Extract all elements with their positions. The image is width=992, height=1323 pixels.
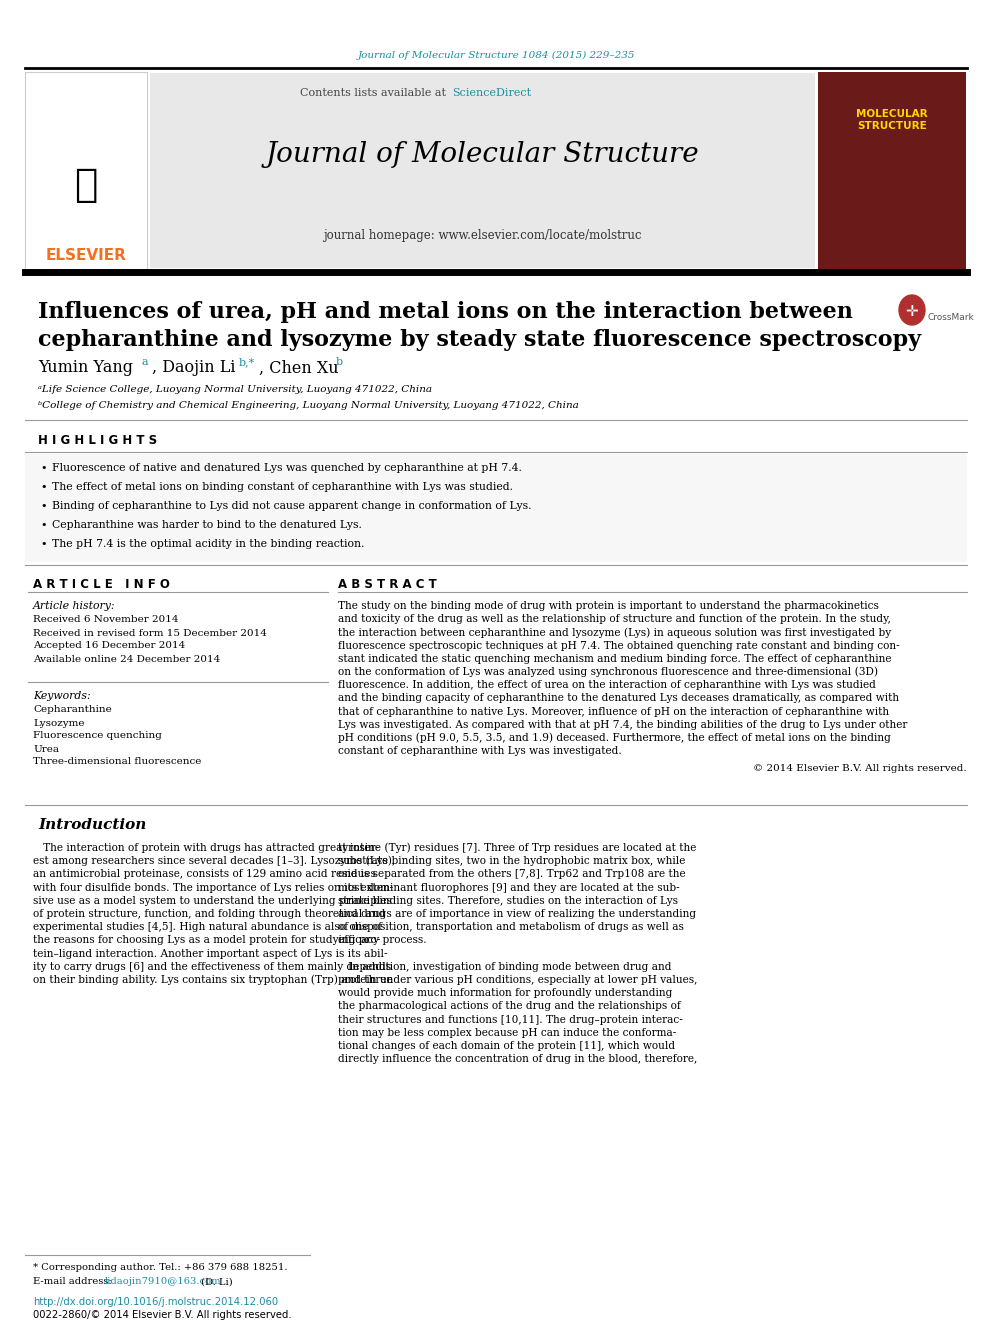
Text: Yumin Yang: Yumin Yang <box>38 360 133 377</box>
Text: most dominant fluorophores [9] and they are located at the sub-: most dominant fluorophores [9] and they … <box>338 882 680 893</box>
Text: CrossMark: CrossMark <box>927 314 974 323</box>
Text: © 2014 Elsevier B.V. All rights reserved.: © 2014 Elsevier B.V. All rights reserved… <box>753 763 967 773</box>
Text: efficacy process.: efficacy process. <box>338 935 427 946</box>
Text: Journal of Molecular Structure 1084 (2015) 229–235: Journal of Molecular Structure 1084 (201… <box>357 50 635 60</box>
Text: •: • <box>40 482 47 492</box>
Text: on their binding ability. Lys contains six tryptophan (Trp) and three: on their binding ability. Lys contains s… <box>33 975 393 986</box>
Text: the pharmacological actions of the drug and the relationships of: the pharmacological actions of the drug … <box>338 1002 681 1011</box>
Text: E-mail address:: E-mail address: <box>33 1278 115 1286</box>
Text: Accepted 16 December 2014: Accepted 16 December 2014 <box>33 642 186 651</box>
Text: Article history:: Article history: <box>33 601 115 611</box>
Text: on the conformation of Lys was analyzed using synchronous fluorescence and three: on the conformation of Lys was analyzed … <box>338 667 878 677</box>
Text: A R T I C L E   I N F O: A R T I C L E I N F O <box>33 578 170 590</box>
Text: MOLECULAR
STRUCTURE: MOLECULAR STRUCTURE <box>856 108 928 131</box>
Text: lidaojin7910@163.com: lidaojin7910@163.com <box>105 1278 221 1286</box>
Text: and the binding capacity of cepharanthine to the denatured Lys deceases dramatic: and the binding capacity of cepharanthin… <box>338 693 899 704</box>
Text: that of cepharanthine to native Lys. Moreover, influence of pH on the interactio: that of cepharanthine to native Lys. Mor… <box>338 706 889 717</box>
Text: stant indicated the static quenching mechanism and medium binding force. The eff: stant indicated the static quenching mec… <box>338 654 892 664</box>
Text: cepharanthine and lysozyme by steady state fluorescence spectroscopy: cepharanthine and lysozyme by steady sta… <box>38 329 922 351</box>
FancyBboxPatch shape <box>25 454 967 562</box>
Text: H I G H L I G H T S: H I G H L I G H T S <box>38 434 157 446</box>
Text: tional changes of each domain of the protein [11], which would: tional changes of each domain of the pro… <box>338 1041 676 1050</box>
Text: •: • <box>40 463 47 474</box>
Text: * Corresponding author. Tel.: +86 379 688 18251.: * Corresponding author. Tel.: +86 379 68… <box>33 1263 288 1273</box>
Text: Journal of Molecular Structure: Journal of Molecular Structure <box>265 142 698 168</box>
Text: journal homepage: www.elsevier.com/locate/molstruc: journal homepage: www.elsevier.com/locat… <box>322 229 641 242</box>
Text: tyrosine (Tyr) residues [7]. Three of Trp residues are located at the: tyrosine (Tyr) residues [7]. Three of Tr… <box>338 843 696 853</box>
Text: The effect of metal ions on binding constant of cepharanthine with Lys was studi: The effect of metal ions on binding cons… <box>52 482 513 492</box>
Text: •: • <box>40 538 47 549</box>
Text: pH conditions (pH 9.0, 5.5, 3.5, and 1.9) deceased. Furthermore, the effect of m: pH conditions (pH 9.0, 5.5, 3.5, and 1.9… <box>338 733 891 744</box>
Text: an antimicrobial proteinase, consists of 129 amino acid residues: an antimicrobial proteinase, consists of… <box>33 869 376 880</box>
Text: est among researchers since several decades [1–3]. Lysozyme (Lys),: est among researchers since several deca… <box>33 856 395 867</box>
Text: ᵇCollege of Chemistry and Chemical Engineering, Luoyang Normal University, Luoya: ᵇCollege of Chemistry and Chemical Engin… <box>38 401 578 410</box>
Text: Cepharanthine was harder to bind to the denatured Lys.: Cepharanthine was harder to bind to the … <box>52 520 362 531</box>
Text: experimental studies [4,5]. High natural abundance is also one of: experimental studies [4,5]. High natural… <box>33 922 382 933</box>
Text: http://dx.doi.org/10.1016/j.molstruc.2014.12.060: http://dx.doi.org/10.1016/j.molstruc.201… <box>33 1297 278 1307</box>
Text: Received in revised form 15 December 2014: Received in revised form 15 December 201… <box>33 628 267 638</box>
Text: a: a <box>141 357 148 366</box>
Text: of disposition, transportation and metabolism of drugs as well as: of disposition, transportation and metab… <box>338 922 683 933</box>
Text: sive use as a model system to understand the underlying principles: sive use as a model system to understand… <box>33 896 392 906</box>
Text: with four disulfide bonds. The importance of Lys relies on its exten-: with four disulfide bonds. The importanc… <box>33 882 393 893</box>
Text: Introduction: Introduction <box>38 818 147 832</box>
Text: Keywords:: Keywords: <box>33 691 90 701</box>
Text: Lys was investigated. As compared with that at pH 7.4, the binding abilities of : Lys was investigated. As compared with t… <box>338 720 908 730</box>
FancyBboxPatch shape <box>25 71 147 270</box>
Text: would provide much information for profoundly understanding: would provide much information for profo… <box>338 988 673 998</box>
Text: substrate binding sites, two in the hydrophobic matrix box, while: substrate binding sites, two in the hydr… <box>338 856 685 867</box>
Ellipse shape <box>899 295 925 325</box>
Text: b,*: b,* <box>239 357 255 366</box>
Text: and toxicity of the drug as well as the relationship of structure and function o: and toxicity of the drug as well as the … <box>338 614 891 624</box>
Text: Binding of cepharanthine to Lys did not cause apparent change in conformation of: Binding of cepharanthine to Lys did not … <box>52 501 532 511</box>
Text: Three-dimensional fluorescence: Three-dimensional fluorescence <box>33 758 201 766</box>
Text: The study on the binding mode of drug with protein is important to understand th: The study on the binding mode of drug wi… <box>338 601 879 611</box>
FancyBboxPatch shape <box>818 71 966 270</box>
Text: Lysozyme: Lysozyme <box>33 718 84 728</box>
Text: , Daojin Li: , Daojin Li <box>152 360 235 377</box>
Text: ScienceDirect: ScienceDirect <box>452 89 531 98</box>
Text: The pH 7.4 is the optimal acidity in the binding reaction.: The pH 7.4 is the optimal acidity in the… <box>52 538 364 549</box>
Text: the interaction between cepharanthine and lysozyme (Lys) in aqueous solution was: the interaction between cepharanthine an… <box>338 627 891 638</box>
Text: constant of cepharanthine with Lys was investigated.: constant of cepharanthine with Lys was i… <box>338 746 622 757</box>
Text: the reasons for choosing Lys as a model protein for studying pro-: the reasons for choosing Lys as a model … <box>33 935 380 946</box>
Text: The interaction of protein with drugs has attracted great inter-: The interaction of protein with drugs ha… <box>33 843 379 853</box>
Text: tein–ligand interaction. Another important aspect of Lys is its abil-: tein–ligand interaction. Another importa… <box>33 949 388 959</box>
Text: fluorescence spectroscopic techniques at pH 7.4. The obtained quenching rate con: fluorescence spectroscopic techniques at… <box>338 640 900 651</box>
Text: •: • <box>40 501 47 511</box>
Text: •: • <box>40 520 47 531</box>
Text: Fluorescence of native and denatured Lys was quenched by cepharanthine at pH 7.4: Fluorescence of native and denatured Lys… <box>52 463 522 474</box>
Text: Available online 24 December 2014: Available online 24 December 2014 <box>33 655 220 664</box>
Text: Received 6 November 2014: Received 6 November 2014 <box>33 615 179 624</box>
Text: directly influence the concentration of drug in the blood, therefore,: directly influence the concentration of … <box>338 1054 697 1064</box>
FancyBboxPatch shape <box>150 73 815 269</box>
Text: and drugs are of importance in view of realizing the understanding: and drugs are of importance in view of r… <box>338 909 696 919</box>
Text: one is separated from the others [7,8]. Trp62 and Trp108 are the: one is separated from the others [7,8]. … <box>338 869 685 880</box>
Text: strate binding sites. Therefore, studies on the interaction of Lys: strate binding sites. Therefore, studies… <box>338 896 678 906</box>
Text: , Chen Xu: , Chen Xu <box>259 360 338 377</box>
Text: ity to carry drugs [6] and the effectiveness of them mainly depends: ity to carry drugs [6] and the effective… <box>33 962 391 972</box>
Text: Cepharanthine: Cepharanthine <box>33 705 112 714</box>
Text: In addition, investigation of binding mode between drug and: In addition, investigation of binding mo… <box>338 962 672 972</box>
Text: of protein structure, function, and folding through theoretical and: of protein structure, function, and fold… <box>33 909 385 919</box>
Text: fluorescence. In addition, the effect of urea on the interaction of cepharanthin: fluorescence. In addition, the effect of… <box>338 680 876 691</box>
Text: protein under various pH conditions, especially at lower pH values,: protein under various pH conditions, esp… <box>338 975 697 986</box>
Text: ELSEVIER: ELSEVIER <box>46 247 126 262</box>
Text: ✛: ✛ <box>906 304 919 319</box>
Text: Fluorescence quenching: Fluorescence quenching <box>33 732 162 741</box>
Text: b: b <box>336 357 343 366</box>
Text: ᵃLife Science College, Luoyang Normal University, Luoyang 471022, China: ᵃLife Science College, Luoyang Normal Un… <box>38 385 432 394</box>
Text: Contents lists available at: Contents lists available at <box>301 89 450 98</box>
Text: their structures and functions [10,11]. The drug–protein interac-: their structures and functions [10,11]. … <box>338 1015 682 1024</box>
Text: A B S T R A C T: A B S T R A C T <box>338 578 436 590</box>
Text: Influences of urea, pH and metal ions on the interaction between: Influences of urea, pH and metal ions on… <box>38 302 853 323</box>
Text: Urea: Urea <box>33 745 59 754</box>
Text: 🌲: 🌲 <box>74 165 97 204</box>
Text: (D. Li): (D. Li) <box>198 1278 233 1286</box>
Text: 0022-2860/© 2014 Elsevier B.V. All rights reserved.: 0022-2860/© 2014 Elsevier B.V. All right… <box>33 1310 292 1320</box>
Text: tion may be less complex because pH can induce the conforma-: tion may be less complex because pH can … <box>338 1028 677 1037</box>
